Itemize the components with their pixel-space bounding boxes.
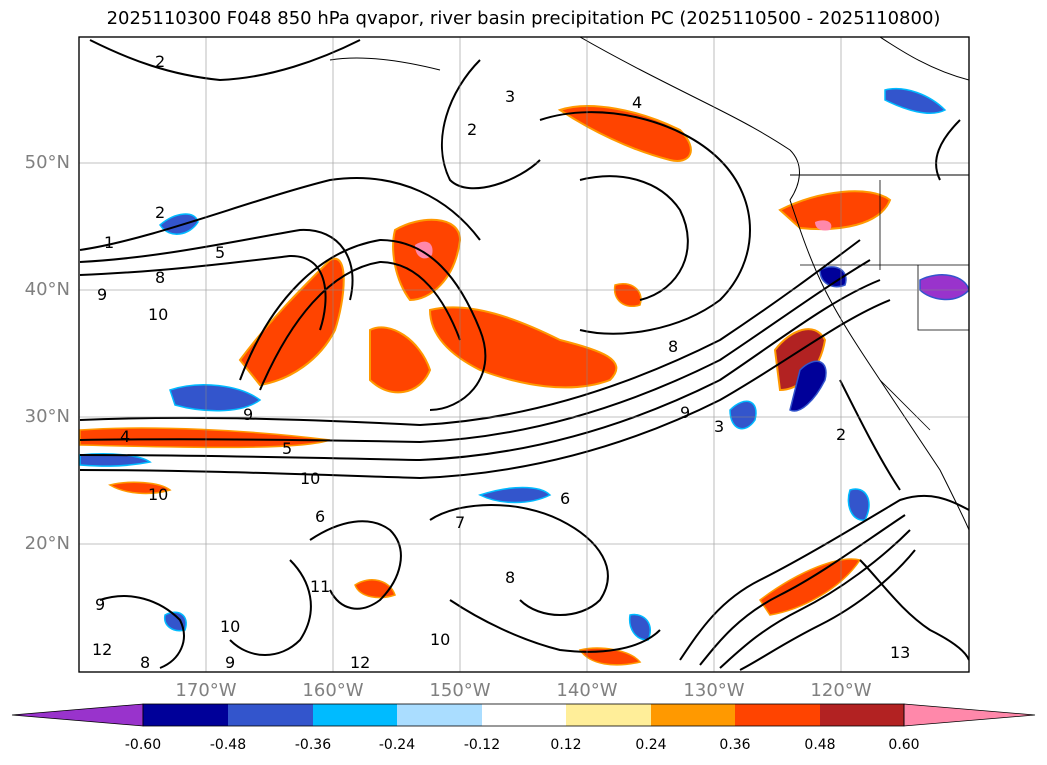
colorbar	[11, 703, 1036, 727]
colorbar-tick-label: -0.24	[378, 737, 416, 753]
contour-label: 10	[220, 617, 240, 636]
contour-label: 10	[300, 469, 320, 488]
contour-label: 9	[97, 285, 107, 304]
colorbar-extend-low	[11, 703, 144, 727]
contour-label: 8	[155, 268, 165, 287]
latitude-label: 20°N	[24, 533, 70, 554]
longitude-label: 120°W	[810, 680, 872, 701]
contour-label: 10	[148, 305, 168, 324]
map-title: 2025110300 F048 850 hPa qvapor, river ba…	[106, 8, 941, 29]
contour-label: 2	[836, 425, 846, 444]
contour-label: 6	[560, 489, 570, 508]
longitude-label: 130°W	[683, 680, 745, 701]
longitude-label: 160°W	[302, 680, 364, 701]
contour-label-group: 2 3 4 2 2 1 8 9 10 9 5 8 10 9 6 7 6 8 10…	[92, 52, 910, 672]
colorbar-swatch	[735, 704, 820, 726]
contour-label: 10	[148, 485, 168, 504]
colorbar-swatch	[566, 704, 651, 726]
contour-label: 9	[243, 405, 253, 424]
longitude-label: 170°W	[175, 680, 237, 701]
contour-label: 9	[225, 653, 235, 672]
contour-label: 9	[680, 403, 690, 422]
political-borders	[800, 180, 969, 431]
colorbar-tick-label: -0.36	[294, 737, 332, 753]
contour-label: 10	[430, 630, 450, 649]
colorbar-tick-label: -0.12	[463, 737, 501, 753]
contour-label: 5	[282, 439, 292, 458]
colorbar-tick-label: 0.12	[550, 737, 582, 753]
contour-label: 5	[215, 243, 225, 262]
contour-label: 1	[104, 233, 114, 252]
contour-label: 12	[350, 653, 370, 672]
contour-label: 2	[467, 120, 477, 139]
colorbar-tick-label: -0.60	[124, 737, 162, 753]
latitude-label: 40°N	[24, 279, 70, 300]
latitude-label: 50°N	[24, 152, 70, 173]
contour-label: 9	[95, 595, 105, 614]
longitude-label: 140°W	[556, 680, 618, 701]
colorbar-swatch	[820, 704, 904, 726]
contour-label: 2	[155, 203, 165, 222]
longitude-label: 150°W	[429, 680, 491, 701]
contour-label: 11	[310, 577, 330, 596]
contour-label: 6	[315, 507, 325, 526]
colorbar-swatch	[651, 704, 735, 726]
graticule	[79, 37, 969, 672]
colorbar-swatch	[482, 704, 566, 726]
colorbar-extend-high	[903, 703, 1036, 727]
colorbar-swatch	[228, 704, 313, 726]
contour-label: 3	[714, 417, 724, 436]
contour-label: 4	[632, 93, 642, 112]
colorbar-tick-label: 0.24	[635, 737, 667, 753]
contour-label: 3	[505, 87, 515, 106]
qvapor-contours	[79, 39, 969, 671]
contour-label: 2	[155, 52, 165, 71]
colorbar-swatch	[143, 704, 228, 726]
colorbar-swatch	[313, 704, 397, 726]
colorbar-tick-label: 0.48	[804, 737, 836, 753]
contour-label: 8	[668, 337, 678, 356]
colorbar-tick-label: -0.48	[209, 737, 247, 753]
contour-label: 4	[120, 427, 130, 446]
contour-label: 7	[455, 513, 465, 532]
colorbar-swatch	[397, 704, 482, 726]
contour-label: 12	[92, 640, 112, 659]
colorbar-tick-label: 0.36	[719, 737, 751, 753]
colorbar-tick-label: 0.60	[888, 737, 920, 753]
latitude-label: 30°N	[24, 406, 70, 427]
contour-label: 8	[140, 653, 150, 672]
contour-label: 8	[505, 568, 515, 587]
coastlines	[329, 37, 969, 531]
contour-label: 13	[890, 643, 910, 662]
